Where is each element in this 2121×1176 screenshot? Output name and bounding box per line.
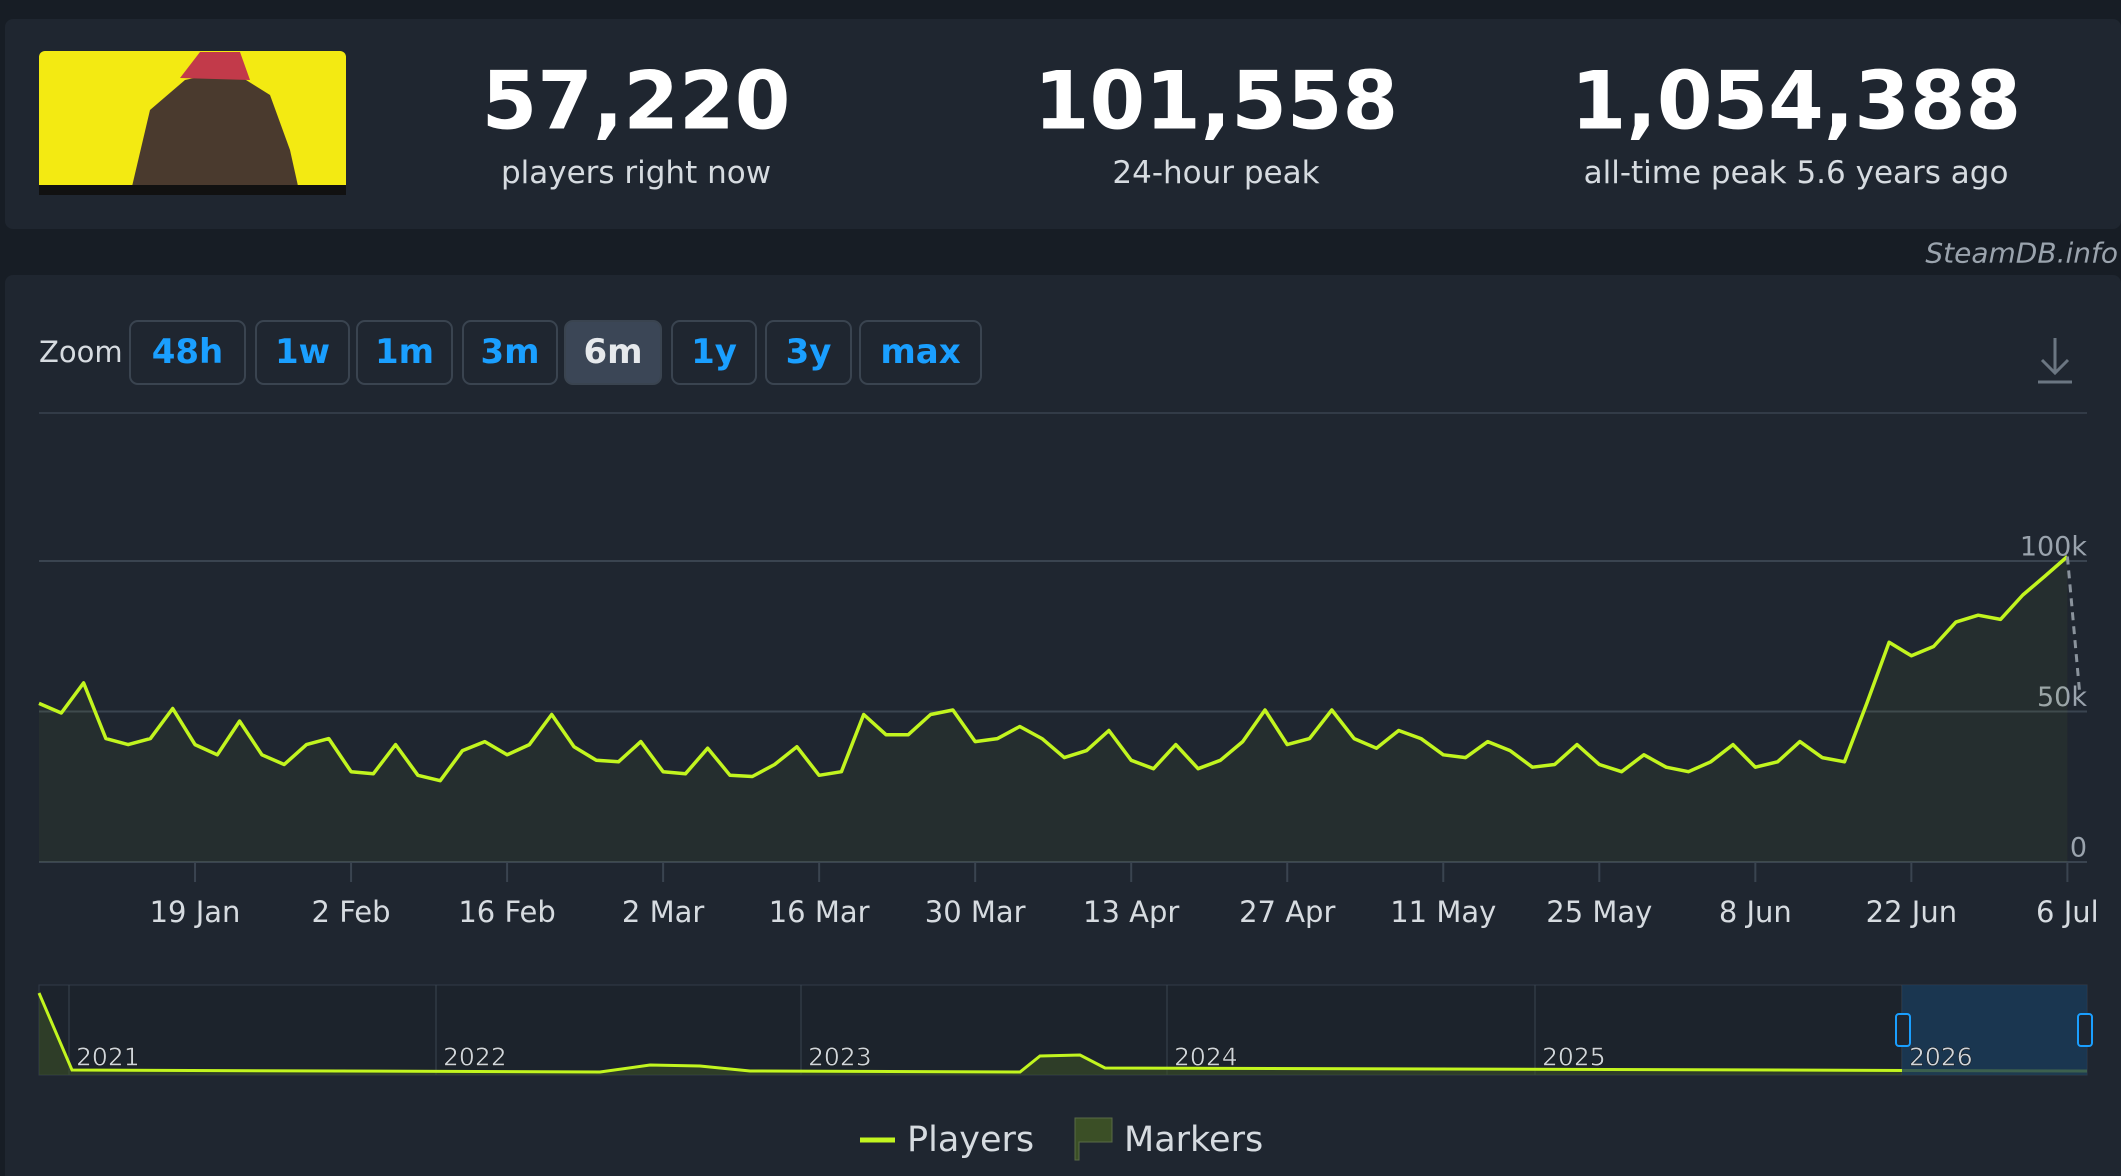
navigator-year: 2021: [76, 1043, 140, 1072]
legend-label[interactable]: Players: [907, 1120, 1034, 1160]
zoom-button-bg: [462, 320, 558, 385]
navigator: [37, 984, 2093, 1076]
navigator-handle[interactable]: [2077, 1013, 2093, 1047]
stat-value: 57,220: [482, 55, 791, 148]
navigator-year: 2022: [443, 1043, 507, 1072]
zoom-button[interactable]: 6m: [564, 320, 662, 385]
x-tick-label: 8 Jun: [1719, 895, 1792, 929]
x-tick-label: 16 Mar: [769, 895, 870, 929]
zoom-button-label: 6m: [583, 332, 642, 372]
chart-card: [5, 275, 2121, 1176]
navigator-selection[interactable]: [1902, 985, 2087, 1075]
stat-caption: all-time peak 5.6 years ago: [1584, 155, 2009, 191]
legend-label[interactable]: Markers: [1124, 1120, 1263, 1160]
legend: Players Markers: [860, 1117, 1263, 1161]
x-tick-label: 30 Mar: [925, 895, 1026, 929]
zoom-button[interactable]: 48h: [129, 320, 246, 385]
zoom-buttons: 48h 1w 1m 3m 6m 1y 3y max: [129, 320, 982, 385]
stat-caption: 24-hour peak: [1112, 155, 1319, 191]
navigator-handle[interactable]: [1895, 1013, 1911, 1047]
source-credit[interactable]: SteamDB.info: [1925, 237, 2118, 270]
zoom-button-label: 1w: [275, 332, 330, 372]
x-tick-label: 2 Feb: [312, 895, 391, 929]
game-logo: [39, 51, 346, 195]
zoom-button-bg: [765, 320, 852, 385]
legend-swatch: [1074, 1117, 1113, 1161]
line: [38, 555, 2069, 783]
zoom-button-bg: [859, 320, 982, 385]
x-tick-label: 22 Jun: [1866, 895, 1957, 929]
zoom-button[interactable]: 1y: [671, 320, 757, 385]
zoom-button-bg: [129, 320, 246, 385]
stats-card: [5, 19, 2121, 229]
navigator-year: 2024: [1174, 1043, 1238, 1072]
navigator-year: 2025: [1542, 1043, 1606, 1072]
zoom-label: Zoom: [39, 335, 123, 369]
y-tick-label: 100k: [2020, 532, 2088, 563]
navigator-year: 2023: [808, 1043, 872, 1072]
zoom-button-bg: [671, 320, 757, 385]
x-tick-label: 27 Apr: [1239, 895, 1335, 929]
zoom-button-bg: [564, 320, 662, 385]
zoom-button-label: 3m: [480, 332, 539, 372]
x-tick-label: 25 May: [1546, 895, 1652, 929]
stat-caption: players right now: [501, 155, 771, 191]
zoom-button[interactable]: max: [859, 320, 982, 385]
x-tick-label: 11 May: [1390, 895, 1496, 929]
zoom-button[interactable]: 1w: [255, 320, 350, 385]
zoom-button-label: 1m: [375, 332, 434, 372]
zoom-button[interactable]: 1m: [356, 320, 453, 385]
x-tick-label: 6 Jul: [2036, 895, 2099, 929]
zoom-button-label: 1y: [691, 332, 737, 372]
stat-value: 1,054,388: [1571, 55, 2021, 148]
area: [39, 556, 2068, 862]
x-tick-label: 2 Mar: [622, 895, 704, 929]
zoom-button[interactable]: 3y: [765, 320, 852, 385]
y-tick-label: 0: [2070, 833, 2087, 864]
x-tick-label: 13 Apr: [1083, 895, 1179, 929]
zoom-button-bg: [356, 320, 453, 385]
zoom-button[interactable]: 3m: [462, 320, 558, 385]
download-button[interactable]: [2038, 338, 2072, 384]
zoom-button-bg: [255, 320, 350, 385]
x-tick-label: 19 Jan: [150, 895, 241, 929]
x-tick-label: 16 Feb: [458, 895, 555, 929]
stat-value: 101,558: [1034, 55, 1398, 148]
navigator-labels: 2021 2022 2023 2024 2025 2026: [76, 1042, 1973, 1072]
zoom-button-label: 3y: [786, 332, 832, 372]
zoom-button-label: 48h: [152, 332, 224, 372]
zoom-button-label: max: [880, 332, 960, 372]
navigator-year: 2026: [1909, 1043, 1973, 1072]
